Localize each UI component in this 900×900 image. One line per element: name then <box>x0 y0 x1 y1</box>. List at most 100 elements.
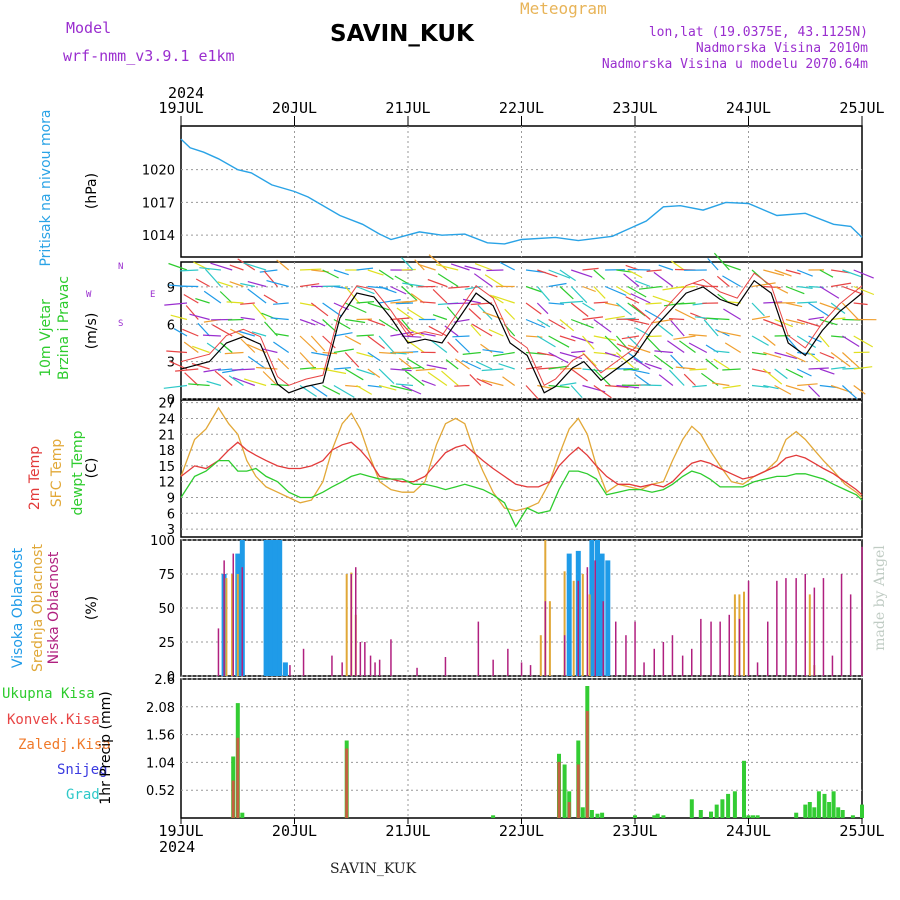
wind-barb <box>819 318 838 326</box>
wind-barb <box>774 351 798 360</box>
wind-barb <box>184 372 199 386</box>
wind-barb <box>796 269 813 277</box>
low-cloud-bar <box>767 621 769 676</box>
wind-barb <box>378 269 394 280</box>
low-cloud-bar <box>849 594 852 676</box>
wind-barb <box>175 368 199 372</box>
wind-barb <box>311 318 326 327</box>
wind-barb <box>322 335 336 349</box>
wind-barb <box>657 323 674 337</box>
product-title: Meteogram <box>520 0 607 18</box>
wind-barb <box>623 273 640 287</box>
conv-precip-bar <box>585 711 589 818</box>
precip-legend-snow: Snijeg <box>57 762 108 778</box>
wind-barb <box>356 384 373 395</box>
wind-barb <box>203 290 222 304</box>
low-cloud-bar <box>719 621 721 676</box>
wind-barb <box>183 341 199 353</box>
wind-barb <box>630 293 651 304</box>
wind-barb <box>678 302 696 305</box>
high-cloud-bar <box>277 540 283 676</box>
y-tick-label: 2.6 <box>154 673 175 688</box>
wind-barb <box>627 318 650 325</box>
wind-barb <box>277 358 290 370</box>
low-cloud-bar <box>374 662 376 676</box>
wind-barb <box>356 351 374 358</box>
wind-barb <box>179 269 199 272</box>
wind-barb <box>270 317 289 321</box>
total-precip-bar <box>698 810 703 818</box>
wind-barb <box>401 319 412 331</box>
wind-barb <box>674 308 696 321</box>
wind-barb <box>653 271 674 287</box>
wind-barb <box>841 302 860 321</box>
wind-barb <box>420 332 436 337</box>
low-cloud-bar <box>416 667 418 676</box>
wind-barb <box>173 328 188 337</box>
mid-cloud-bar <box>236 574 239 676</box>
wind-barb <box>262 371 278 386</box>
wind-barb <box>537 351 557 357</box>
wind-barb <box>273 341 290 353</box>
wind-barb <box>537 269 558 278</box>
low-cloud-bar <box>563 635 566 676</box>
wind-barb <box>616 302 633 316</box>
wind-barb <box>593 301 608 304</box>
wind-barb <box>819 269 834 278</box>
total-precip-bar <box>831 791 836 818</box>
pressure-line <box>180 138 863 245</box>
wind-barb <box>548 384 570 389</box>
wind-barb <box>751 315 771 321</box>
total-precip-bar <box>746 815 751 818</box>
wind-barb <box>166 350 188 354</box>
low-cloud-bar <box>390 639 392 676</box>
y-tick-label: 3 <box>167 356 175 371</box>
wind-barb <box>625 296 640 304</box>
total-precip-bar <box>840 810 845 818</box>
wind-barb <box>796 368 812 377</box>
wind-barb <box>724 342 742 354</box>
wind-barb <box>830 282 852 288</box>
wind-barb <box>379 351 397 355</box>
wind-barb <box>652 295 674 304</box>
high-cloud-bar <box>282 662 288 676</box>
wind-barb <box>482 311 504 321</box>
wind-barb <box>244 378 267 387</box>
compass-north-label: N <box>118 262 124 272</box>
wind-barb <box>299 367 317 370</box>
lonlat-label: lon,lat (19.0375E, 43.1125N) <box>648 25 868 40</box>
total-precip-bar <box>732 791 737 818</box>
wind-barb <box>763 301 783 304</box>
wind-barb <box>774 384 792 395</box>
wind-barb <box>627 269 643 279</box>
wind-barb <box>488 329 504 337</box>
wind-barb <box>406 358 425 370</box>
wind-barb <box>717 330 741 337</box>
wind-barb <box>675 366 696 370</box>
low-cloud-bar <box>776 580 778 676</box>
total-precip-bar <box>689 799 694 818</box>
wind-barb <box>401 335 422 338</box>
wind-barb <box>616 384 640 389</box>
conv-precip-bar <box>557 761 561 818</box>
total-precip-bar <box>600 812 605 818</box>
wind-barb <box>469 373 482 386</box>
low-cloud-bar <box>691 648 693 676</box>
wind-barb <box>808 335 822 343</box>
wind-barb <box>204 268 222 287</box>
y-tick-label: 2.08 <box>146 701 175 716</box>
low-cloud-bar <box>822 578 825 676</box>
wind-barb <box>593 319 612 333</box>
wind-barb <box>185 305 199 320</box>
wind-barb <box>819 351 835 359</box>
wind-barb <box>548 318 566 330</box>
wind-barb <box>455 338 470 353</box>
wind-barb <box>470 302 493 306</box>
wind-barb <box>322 384 341 395</box>
wind-barb <box>492 295 515 304</box>
wind-barb <box>401 268 416 271</box>
wind-barb <box>408 328 425 337</box>
wind-barb <box>367 318 386 327</box>
wind-barb <box>819 302 841 311</box>
y-tick-label: 24 <box>158 412 175 427</box>
